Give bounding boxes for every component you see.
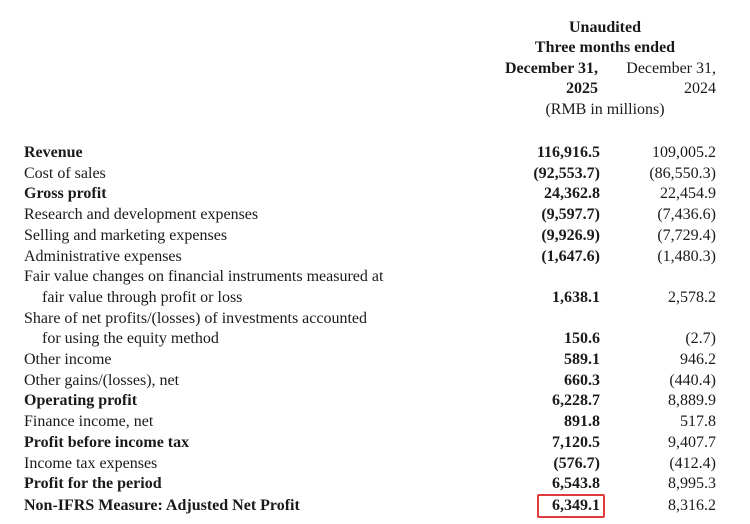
- value-2025: (9,597.7): [541, 206, 600, 224]
- row-label: Income tax expenses: [24, 454, 158, 472]
- value-2025: 7,120.5: [552, 433, 600, 451]
- header-units: (RMB in millions): [545, 101, 665, 118]
- value-2024: 8,316.2: [668, 497, 716, 514]
- table-row: Operating profit 6,228.7 8,889.9: [0, 391, 750, 411]
- table-row: Selling and marketing expenses (9,926.9)…: [0, 226, 750, 246]
- table-row: Income tax expenses (576.7) (412.4): [0, 454, 750, 474]
- row-label: Profit for the period: [24, 475, 162, 493]
- table-row: Administrative expenses (1,647.6) (1,480…: [0, 247, 750, 267]
- value-2025: 6,543.8: [552, 475, 600, 493]
- row-label: Other income: [24, 351, 112, 368]
- row-label: for using the equity method: [42, 330, 219, 348]
- header-unaudited: Unaudited: [568, 19, 642, 36]
- row-label: Selling and marketing expenses: [24, 226, 228, 244]
- value-2024: (7,436.6): [657, 206, 716, 224]
- value-2024: (7,729.4): [657, 226, 716, 244]
- value-2024: 946.2: [680, 351, 716, 368]
- value-2025: (576.7): [553, 454, 600, 472]
- row-label: Non-IFRS Measure: Adjusted Net Profit: [24, 497, 300, 514]
- value-2024: 517.8: [680, 413, 716, 431]
- table-row: for using the equity method 150.6 (2.7): [0, 329, 750, 349]
- value-2024: 9,407.7: [668, 433, 716, 451]
- value-2025: 24,362.8: [544, 185, 600, 203]
- table-row: Profit for the period 6,543.8 8,995.3: [0, 474, 750, 494]
- header-date-2025: December 31,: [505, 60, 598, 77]
- value-2024: (412.4): [669, 454, 716, 472]
- row-label: Administrative expenses: [24, 247, 182, 265]
- table-row: Non-IFRS Measure: Adjusted Net Profit 6,…: [0, 496, 750, 516]
- value-2025: 891.8: [564, 413, 600, 431]
- header-year-2025: 2025: [566, 80, 598, 97]
- table-row: Other gains/(losses), net 660.3 (440.4): [0, 371, 750, 391]
- value-2024: (1,480.3): [657, 247, 716, 265]
- value-2025: (9,926.9): [541, 226, 600, 244]
- header-year-2024: 2024: [684, 80, 716, 97]
- header-date-2024: December 31,: [626, 60, 716, 77]
- table-row: Fair value changes on financial instrume…: [0, 267, 750, 287]
- value-2024: 2,578.2: [668, 288, 716, 306]
- row-label: fair value through profit or loss: [42, 288, 243, 306]
- row-label: Cost of sales: [24, 164, 106, 182]
- value-2025: 589.1: [564, 351, 600, 368]
- table-row: fair value through profit or loss 1,638.…: [0, 288, 750, 308]
- table-row: Other income 589.1 946.2: [0, 350, 750, 370]
- value-2024: (2.7): [685, 330, 716, 348]
- row-label: Revenue: [24, 144, 83, 161]
- table-row: Gross profit 24,362.8 22,454.9: [0, 184, 750, 204]
- value-2024: (86,550.3): [649, 164, 716, 182]
- value-2025: (1,647.6): [541, 247, 600, 265]
- row-label: Operating profit: [24, 392, 138, 410]
- table-row: Cost of sales (92,553.7) (86,550.3): [0, 164, 750, 184]
- value-2025: 6,228.7: [552, 392, 600, 410]
- highlight-box: [537, 494, 605, 518]
- value-2024: 22,454.9: [660, 185, 716, 203]
- value-2024: (440.4): [669, 371, 716, 389]
- value-2025: (92,553.7): [533, 164, 600, 182]
- row-label: Other gains/(losses), net: [24, 371, 180, 389]
- row-label: Gross profit: [24, 185, 107, 203]
- table-row: Research and development expenses (9,597…: [0, 205, 750, 225]
- row-label: Profit before income tax: [24, 433, 190, 451]
- row-label: Share of net profits/(losses) of investm…: [24, 309, 368, 327]
- value-2024: 8,889.9: [668, 392, 716, 410]
- table-row: Profit before income tax 7,120.5 9,407.7: [0, 433, 750, 453]
- row-label: Finance income, net: [24, 413, 154, 431]
- value-2025: 1,638.1: [552, 288, 600, 306]
- header-period: Three months ended: [534, 39, 676, 56]
- value-2025: 660.3: [564, 371, 600, 389]
- row-label: Fair value changes on financial instrume…: [24, 268, 384, 286]
- row-label: Research and development expenses: [24, 206, 259, 224]
- value-2024: 109,005.2: [652, 144, 716, 161]
- table-row: Revenue 116,916.5 109,005.2: [0, 143, 750, 163]
- table-row: Share of net profits/(losses) of investm…: [0, 309, 750, 329]
- value-2025: 150.6: [564, 330, 600, 348]
- value-2024: 8,995.3: [668, 475, 716, 493]
- table-row: Finance income, net 891.8 517.8: [0, 412, 750, 432]
- value-2025: 6,349.1: [552, 497, 600, 514]
- value-2025: 116,916.5: [536, 144, 600, 161]
